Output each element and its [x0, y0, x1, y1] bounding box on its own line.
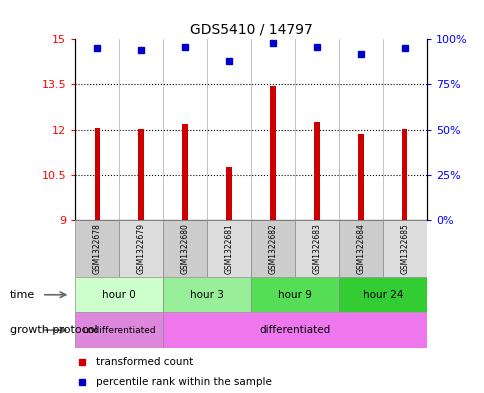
Bar — [314, 121, 319, 220]
Text: hour 24: hour 24 — [362, 290, 402, 300]
Bar — [358, 134, 363, 220]
Bar — [401, 129, 407, 220]
Bar — [119, 220, 163, 277]
Bar — [138, 129, 143, 220]
Text: hour 0: hour 0 — [102, 290, 136, 300]
Text: transformed count: transformed count — [96, 357, 193, 367]
Bar — [207, 220, 251, 277]
Bar — [338, 277, 426, 312]
Text: GSM1322685: GSM1322685 — [399, 223, 408, 274]
Bar — [251, 277, 338, 312]
Bar — [75, 220, 119, 277]
Bar — [75, 312, 163, 348]
Text: hour 9: hour 9 — [277, 290, 311, 300]
Text: undifferentiated: undifferentiated — [82, 326, 156, 334]
Bar — [270, 86, 275, 220]
Text: GSM1322678: GSM1322678 — [92, 223, 102, 274]
Text: time: time — [10, 290, 35, 300]
Text: GSM1322684: GSM1322684 — [356, 223, 364, 274]
Bar — [163, 312, 426, 348]
Text: GSM1322683: GSM1322683 — [312, 223, 321, 274]
Bar — [163, 220, 207, 277]
Text: GSM1322679: GSM1322679 — [136, 223, 145, 274]
Bar — [382, 220, 426, 277]
Bar — [226, 167, 231, 220]
Bar — [94, 128, 100, 220]
Bar — [75, 277, 163, 312]
Text: differentiated: differentiated — [259, 325, 330, 335]
Bar — [251, 220, 294, 277]
Bar — [182, 124, 187, 220]
Title: GDS5410 / 14797: GDS5410 / 14797 — [189, 23, 312, 37]
Bar — [163, 277, 251, 312]
Text: growth protocol: growth protocol — [10, 325, 97, 335]
Text: GSM1322681: GSM1322681 — [224, 223, 233, 274]
Text: hour 3: hour 3 — [190, 290, 224, 300]
Text: GSM1322682: GSM1322682 — [268, 223, 277, 274]
Text: GSM1322680: GSM1322680 — [180, 223, 189, 274]
Bar — [294, 220, 338, 277]
Text: percentile rank within the sample: percentile rank within the sample — [96, 377, 272, 387]
Bar — [338, 220, 382, 277]
